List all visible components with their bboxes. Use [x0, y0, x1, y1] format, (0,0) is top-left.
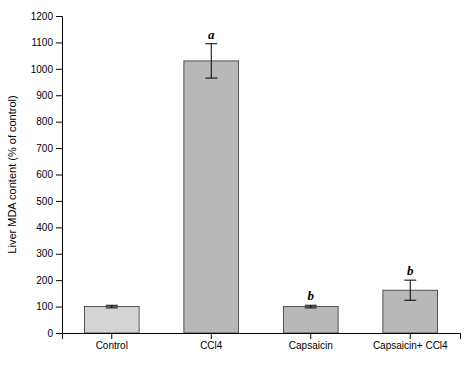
- error-cap: [106, 305, 118, 306]
- tick-mark: [56, 122, 62, 123]
- plot: 0 100 200 300 400 500 600 700 800 900 1000 1100 1200…: [31, 11, 461, 351]
- tick-label: 500: [36, 196, 53, 207]
- tick-label: 400: [36, 222, 53, 233]
- annotations: a b b: [208, 27, 414, 304]
- tick-mark: [56, 69, 62, 70]
- tick-mark: [410, 333, 411, 339]
- chart: 0 100 200 300 400 500 600 700 800 900 1000 1100 1200…: [0, 0, 474, 365]
- tick: 600: [36, 169, 62, 180]
- y-axis-title: Liver MDA content (% of control): [6, 95, 18, 253]
- significance-label: b: [308, 288, 315, 303]
- error-line: [410, 280, 411, 300]
- tick-label: 100: [36, 301, 53, 312]
- marks: [84, 44, 437, 333]
- tick-label: 1100: [31, 37, 53, 48]
- axis-line: [63, 334, 461, 340]
- bar: [184, 61, 239, 333]
- tick-mark: [310, 333, 311, 339]
- tick-label: Capsaicin: [289, 340, 333, 351]
- tick-mark: [211, 333, 212, 339]
- tick-label: 1200: [31, 11, 54, 22]
- significance-label: a: [208, 27, 215, 42]
- error-cap: [404, 300, 416, 301]
- tick: 300: [36, 248, 62, 259]
- tick: 900: [36, 90, 62, 101]
- tick: Capsaicin: [289, 333, 333, 351]
- tick-label: 1000: [31, 64, 54, 75]
- tick: 1000: [31, 64, 62, 75]
- tick: Control: [96, 333, 128, 351]
- error-cap: [106, 307, 118, 308]
- axis-line: [56, 17, 63, 334]
- tick-mark: [56, 42, 62, 43]
- tick-mark: [56, 280, 62, 281]
- tick-mark: [56, 227, 62, 228]
- error-bar: [305, 305, 317, 308]
- tick: 1100: [31, 37, 62, 48]
- tick: Capsaicin+ CCl4: [373, 333, 448, 351]
- tick-label: Capsaicin+ CCl4: [373, 340, 448, 351]
- significance-label: b: [407, 263, 414, 278]
- tick-mark: [56, 307, 62, 308]
- tick: 400: [36, 222, 62, 233]
- tick-label: 900: [36, 90, 53, 101]
- tick-label: 300: [36, 248, 53, 259]
- tick-label: 0: [47, 328, 53, 339]
- tick: 500: [36, 196, 62, 207]
- tick-mark: [56, 16, 62, 17]
- error-cap: [404, 280, 416, 281]
- tick-label: 200: [36, 275, 53, 286]
- error-cap: [305, 305, 317, 306]
- error-cap: [205, 78, 217, 79]
- bar: [283, 307, 338, 333]
- tick: 100: [36, 301, 62, 312]
- tick: 1200: [31, 11, 62, 22]
- tick-mark: [56, 254, 62, 255]
- tick: 700: [36, 143, 62, 154]
- tick: 800: [36, 116, 62, 127]
- tick-mark: [111, 333, 112, 339]
- tick-label: CCl4: [200, 340, 223, 351]
- bar: [84, 307, 139, 333]
- tick-label: 800: [36, 116, 53, 127]
- x-axis: Control CCl4 Capsaicin Capsaicin+ CCl4: [63, 333, 461, 351]
- tick-label: 600: [36, 169, 53, 180]
- tick: 200: [36, 275, 62, 286]
- tick-mark: [56, 95, 62, 96]
- tick-mark: [56, 175, 62, 176]
- error-bar: [205, 44, 217, 78]
- tick-mark: [56, 148, 62, 149]
- tick: CCl4: [200, 333, 223, 351]
- tick-mark: [56, 201, 62, 202]
- tick-mark: [56, 333, 62, 334]
- tick-label: Control: [96, 340, 128, 351]
- y-axis: 0 100 200 300 400 500 600 700 800 900 1000 1100 1200: [31, 11, 63, 339]
- tick-label: 700: [36, 143, 53, 154]
- error-line: [211, 44, 212, 78]
- error-cap: [205, 43, 217, 44]
- error-cap: [305, 307, 317, 308]
- error-bar: [106, 305, 118, 308]
- error-bar: [404, 280, 416, 300]
- tick: 0: [47, 328, 62, 339]
